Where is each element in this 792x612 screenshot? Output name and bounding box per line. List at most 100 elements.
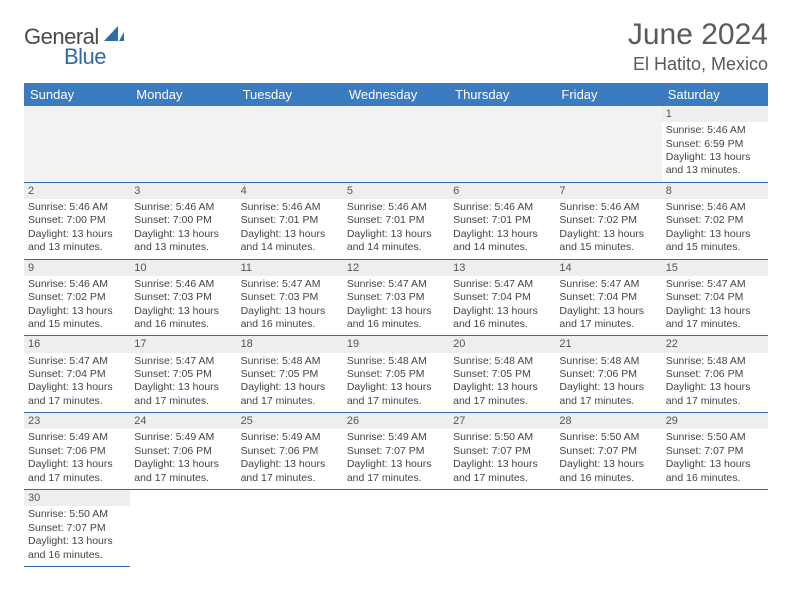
empty-cell: [662, 490, 768, 567]
empty-cell: [555, 490, 661, 567]
day-cell: 13Sunrise: 5:47 AMSunset: 7:04 PMDayligh…: [449, 259, 555, 336]
day-number: 23: [24, 413, 130, 429]
sunset-line: Sunset: 7:05 PM: [453, 368, 551, 381]
day-cell: 16Sunrise: 5:47 AMSunset: 7:04 PMDayligh…: [24, 336, 130, 413]
day-cell: 20Sunrise: 5:48 AMSunset: 7:05 PMDayligh…: [449, 336, 555, 413]
day-cell: 22Sunrise: 5:48 AMSunset: 7:06 PMDayligh…: [662, 336, 768, 413]
sunrise-line: Sunrise: 5:49 AM: [241, 431, 339, 444]
weekday-header: Friday: [555, 83, 661, 106]
sunrise-line: Sunrise: 5:48 AM: [666, 355, 764, 368]
day-number: 2: [24, 183, 130, 199]
sunset-line: Sunset: 7:02 PM: [28, 291, 126, 304]
day-cell: 9Sunrise: 5:46 AMSunset: 7:02 PMDaylight…: [24, 259, 130, 336]
daylight-line: Daylight: 13 hours and 14 minutes.: [453, 228, 551, 255]
sunrise-line: Sunrise: 5:46 AM: [666, 124, 764, 137]
sunset-line: Sunset: 7:05 PM: [134, 368, 232, 381]
sunrise-line: Sunrise: 5:46 AM: [28, 201, 126, 214]
daylight-line: Daylight: 13 hours and 16 minutes.: [453, 305, 551, 332]
sunrise-line: Sunrise: 5:46 AM: [134, 278, 232, 291]
logo-sail-icon: [104, 26, 124, 49]
title-block: June 2024 El Hatito, Mexico: [628, 18, 768, 75]
sunrise-line: Sunrise: 5:50 AM: [559, 431, 657, 444]
day-cell: 5Sunrise: 5:46 AMSunset: 7:01 PMDaylight…: [343, 182, 449, 259]
sunrise-line: Sunrise: 5:46 AM: [666, 201, 764, 214]
sunset-line: Sunset: 7:00 PM: [28, 214, 126, 227]
calendar-row: 30Sunrise: 5:50 AMSunset: 7:07 PMDayligh…: [24, 490, 768, 567]
weekday-header: Thursday: [449, 83, 555, 106]
daylight-line: Daylight: 13 hours and 13 minutes.: [666, 151, 764, 178]
day-number: 16: [24, 336, 130, 352]
sunset-line: Sunset: 7:05 PM: [241, 368, 339, 381]
daylight-line: Daylight: 13 hours and 17 minutes.: [666, 305, 764, 332]
weekday-header: Tuesday: [237, 83, 343, 106]
calendar-table: SundayMondayTuesdayWednesdayThursdayFrid…: [24, 83, 768, 567]
sunrise-line: Sunrise: 5:49 AM: [134, 431, 232, 444]
daylight-line: Daylight: 13 hours and 13 minutes.: [28, 228, 126, 255]
weekday-header: Saturday: [662, 83, 768, 106]
sunrise-line: Sunrise: 5:47 AM: [28, 355, 126, 368]
daylight-line: Daylight: 13 hours and 13 minutes.: [134, 228, 232, 255]
daylight-line: Daylight: 13 hours and 17 minutes.: [453, 458, 551, 485]
empty-cell: [130, 106, 236, 182]
day-cell: 19Sunrise: 5:48 AMSunset: 7:05 PMDayligh…: [343, 336, 449, 413]
daylight-line: Daylight: 13 hours and 15 minutes.: [559, 228, 657, 255]
day-cell: 7Sunrise: 5:46 AMSunset: 7:02 PMDaylight…: [555, 182, 661, 259]
daylight-line: Daylight: 13 hours and 16 minutes.: [666, 458, 764, 485]
day-cell: 8Sunrise: 5:46 AMSunset: 7:02 PMDaylight…: [662, 182, 768, 259]
day-number: 6: [449, 183, 555, 199]
sunrise-line: Sunrise: 5:48 AM: [241, 355, 339, 368]
empty-cell: [449, 490, 555, 567]
sunset-line: Sunset: 7:03 PM: [134, 291, 232, 304]
header: General June 2024 El Hatito, Mexico: [24, 18, 768, 75]
day-number: 17: [130, 336, 236, 352]
day-cell: 26Sunrise: 5:49 AMSunset: 7:07 PMDayligh…: [343, 413, 449, 490]
calendar-row: 16Sunrise: 5:47 AMSunset: 7:04 PMDayligh…: [24, 336, 768, 413]
sunset-line: Sunset: 7:03 PM: [241, 291, 339, 304]
sunrise-line: Sunrise: 5:47 AM: [559, 278, 657, 291]
empty-cell: [343, 490, 449, 567]
calendar-row: 9Sunrise: 5:46 AMSunset: 7:02 PMDaylight…: [24, 259, 768, 336]
day-cell: 27Sunrise: 5:50 AMSunset: 7:07 PMDayligh…: [449, 413, 555, 490]
sunset-line: Sunset: 7:03 PM: [347, 291, 445, 304]
day-number: 22: [662, 336, 768, 352]
day-number: 13: [449, 260, 555, 276]
sunset-line: Sunset: 7:07 PM: [347, 445, 445, 458]
day-cell: 23Sunrise: 5:49 AMSunset: 7:06 PMDayligh…: [24, 413, 130, 490]
day-cell: 24Sunrise: 5:49 AMSunset: 7:06 PMDayligh…: [130, 413, 236, 490]
sunrise-line: Sunrise: 5:47 AM: [347, 278, 445, 291]
empty-cell: [24, 106, 130, 182]
day-cell: 15Sunrise: 5:47 AMSunset: 7:04 PMDayligh…: [662, 259, 768, 336]
logo-text-blue-wrap: Blue: [64, 44, 106, 70]
calendar-body: 1Sunrise: 5:46 AMSunset: 6:59 PMDaylight…: [24, 106, 768, 566]
day-cell: 29Sunrise: 5:50 AMSunset: 7:07 PMDayligh…: [662, 413, 768, 490]
sunrise-line: Sunrise: 5:49 AM: [347, 431, 445, 444]
day-number: 4: [237, 183, 343, 199]
weekday-header: Wednesday: [343, 83, 449, 106]
sunrise-line: Sunrise: 5:48 AM: [559, 355, 657, 368]
sunset-line: Sunset: 7:02 PM: [666, 214, 764, 227]
sunset-line: Sunset: 7:06 PM: [134, 445, 232, 458]
sunset-line: Sunset: 7:07 PM: [28, 522, 126, 535]
day-cell: 28Sunrise: 5:50 AMSunset: 7:07 PMDayligh…: [555, 413, 661, 490]
day-number: 20: [449, 336, 555, 352]
sunrise-line: Sunrise: 5:47 AM: [453, 278, 551, 291]
daylight-line: Daylight: 13 hours and 16 minutes.: [134, 305, 232, 332]
day-cell: 2 Sunrise: 5:46 AMSunset: 7:00 PMDaylight…: [24, 182, 130, 259]
daylight-line: Daylight: 13 hours and 17 minutes.: [666, 381, 764, 408]
day-number: 15: [662, 260, 768, 276]
day-cell: 1Sunrise: 5:46 AMSunset: 6:59 PMDaylight…: [662, 106, 768, 182]
sunrise-line: Sunrise: 5:46 AM: [453, 201, 551, 214]
sunset-line: Sunset: 7:01 PM: [453, 214, 551, 227]
daylight-line: Daylight: 13 hours and 14 minutes.: [347, 228, 445, 255]
empty-cell: [449, 106, 555, 182]
day-cell: 21Sunrise: 5:48 AMSunset: 7:06 PMDayligh…: [555, 336, 661, 413]
sunrise-line: Sunrise: 5:47 AM: [241, 278, 339, 291]
sunrise-line: Sunrise: 5:46 AM: [347, 201, 445, 214]
day-cell: 18Sunrise: 5:48 AMSunset: 7:05 PMDayligh…: [237, 336, 343, 413]
day-cell: 6 Sunrise: 5:46 AMSunset: 7:01 PMDaylight…: [449, 182, 555, 259]
empty-cell: [343, 106, 449, 182]
empty-cell: [130, 490, 236, 567]
day-number: 1: [662, 106, 768, 122]
day-number: 26: [343, 413, 449, 429]
sunrise-line: Sunrise: 5:48 AM: [347, 355, 445, 368]
